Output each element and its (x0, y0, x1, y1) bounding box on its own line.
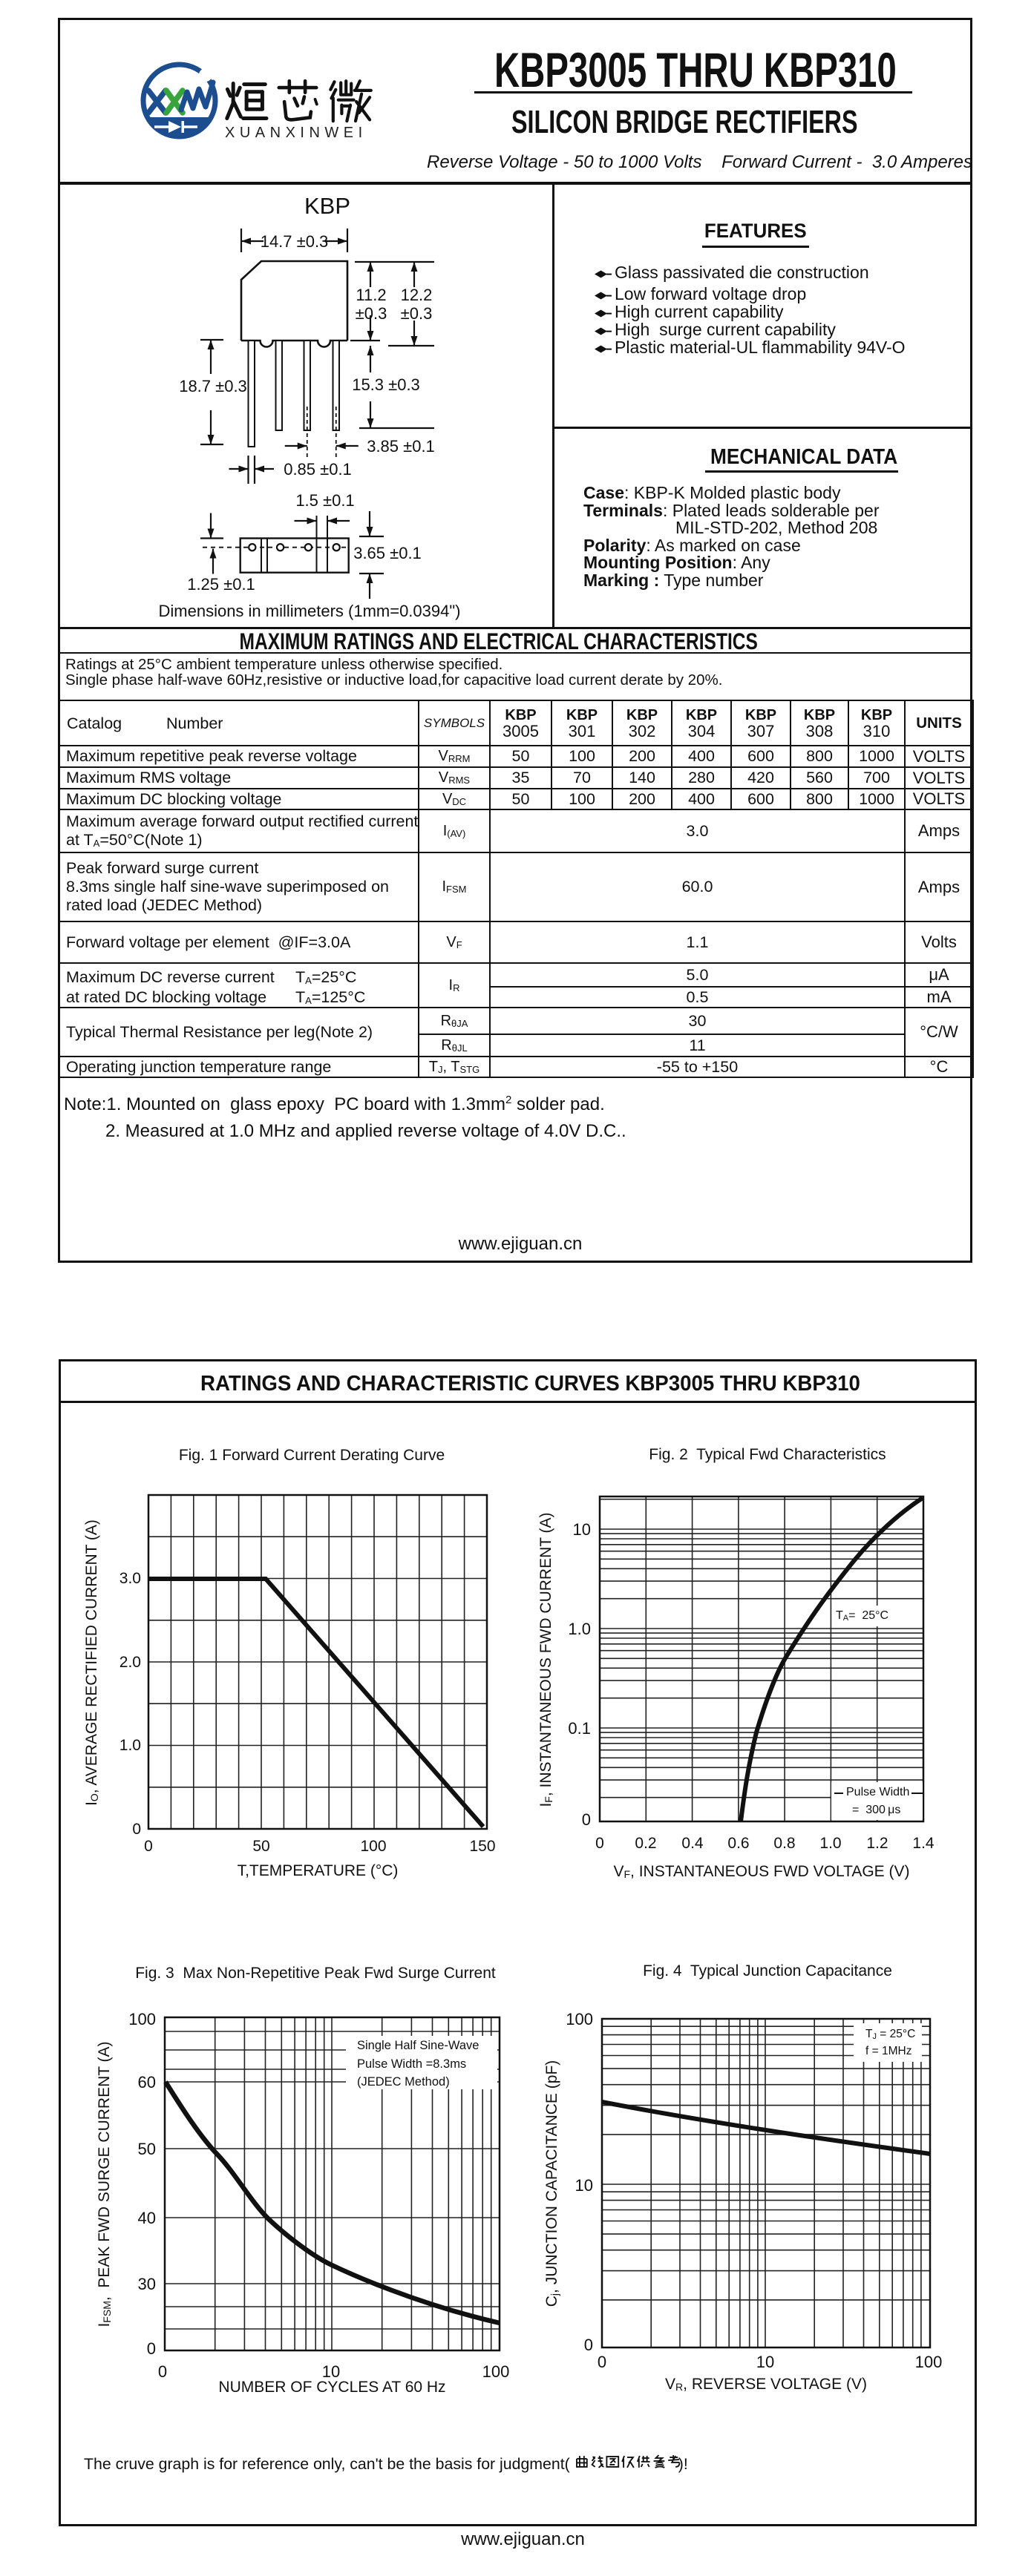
svg-text:15.3 ±0.3: 15.3 ±0.3 (352, 375, 420, 394)
svg-text:±0.3: ±0.3 (401, 304, 433, 323)
svg-text:±0.3: ±0.3 (356, 304, 387, 323)
svg-text:KBP: KBP (304, 193, 350, 219)
svg-text:1.25 ±0.1: 1.25 ±0.1 (187, 575, 255, 594)
svg-text:11.2: 11.2 (356, 286, 386, 304)
svg-text:18.7 ±0.3: 18.7 ±0.3 (179, 377, 247, 395)
svg-text:12.2: 12.2 (401, 286, 433, 304)
svg-text:Dimensions in millimeters (1mm: Dimensions in millimeters (1mm=0.0394") (159, 602, 461, 620)
svg-text:1.5 ±0.1: 1.5 ±0.1 (295, 491, 354, 510)
svg-text:14.7 ±0.3: 14.7 ±0.3 (261, 232, 329, 251)
svg-text:3.65 ±0.1: 3.65 ±0.1 (353, 544, 422, 562)
svg-text:3.85 ±0.1: 3.85 ±0.1 (367, 437, 435, 456)
svg-text:0.85 ±0.1: 0.85 ±0.1 (284, 460, 352, 479)
